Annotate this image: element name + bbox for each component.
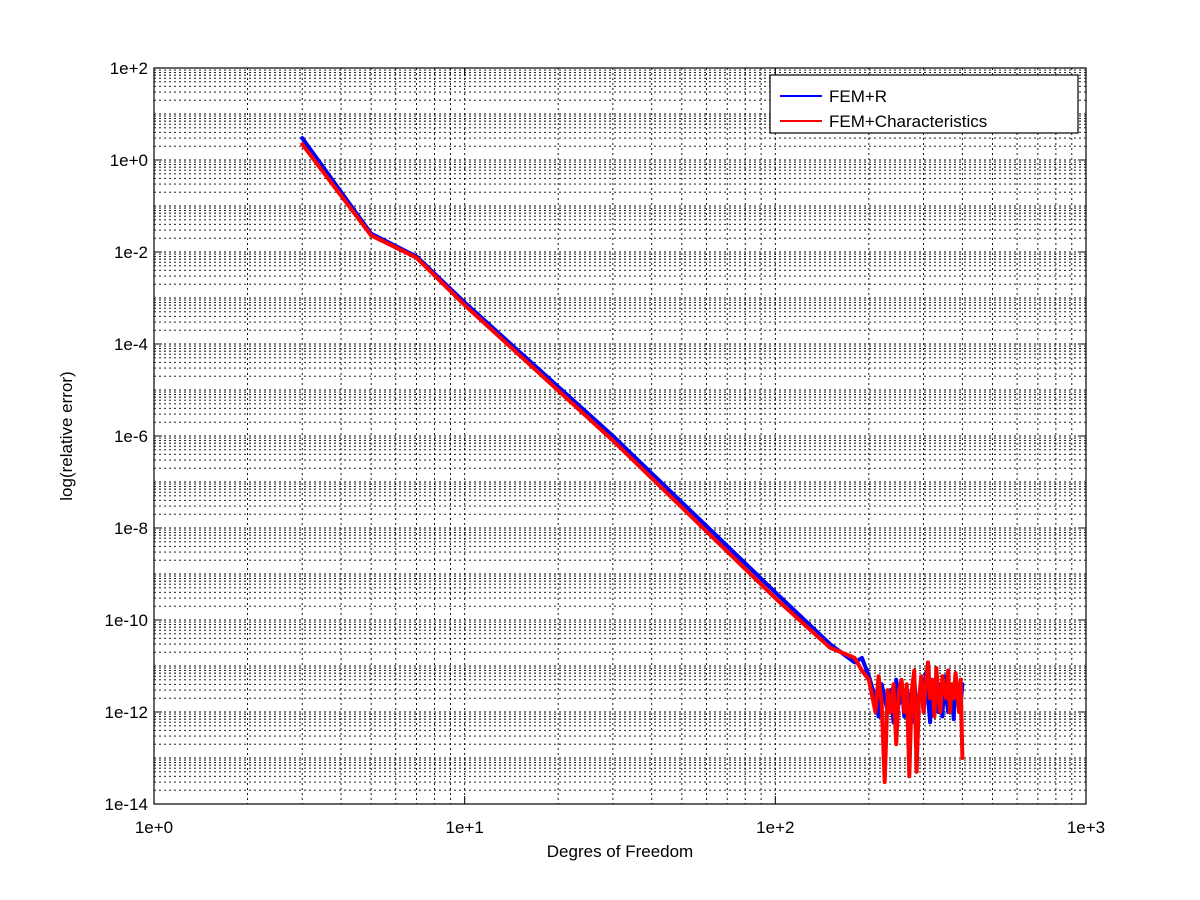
series-lines <box>300 136 965 785</box>
legend-label-fem-r: FEM+R <box>829 87 887 106</box>
x-tick-label: 1e+2 <box>756 818 794 837</box>
legend-label-fem-characteristics: FEM+Characteristics <box>829 112 987 131</box>
y-tick-label: 1e+0 <box>110 151 148 170</box>
series-line-fem-characteristics <box>300 142 965 785</box>
y-tick-label: 1e-10 <box>105 611 148 630</box>
y-tick-label: 1e-4 <box>114 335 148 354</box>
legend: FEM+R FEM+Characteristics <box>769 74 1079 134</box>
x-axis-label: Degres of Freedom <box>547 842 693 861</box>
x-tick-label: 1e+1 <box>446 818 484 837</box>
y-tick-label: 1e+2 <box>110 59 148 78</box>
y-tick-label: 1e-12 <box>105 703 148 722</box>
y-axis-label: log(relative error) <box>57 371 76 500</box>
axis-ticks: 1e+0 1e+1 1e+2 1e+3 1e-14 1e-12 1e-10 1e-8 1e-6 1… <box>105 59 1106 837</box>
x-tick-label: 1e+0 <box>135 818 173 837</box>
legend-box <box>769 74 1079 134</box>
x-tick-label: 1e+3 <box>1067 818 1105 837</box>
y-tick-label: 1e-2 <box>114 243 148 262</box>
y-tick-label: 1e-6 <box>114 427 148 446</box>
y-tick-label: 1e-8 <box>114 519 148 538</box>
y-tick-label: 1e-14 <box>105 795 148 814</box>
